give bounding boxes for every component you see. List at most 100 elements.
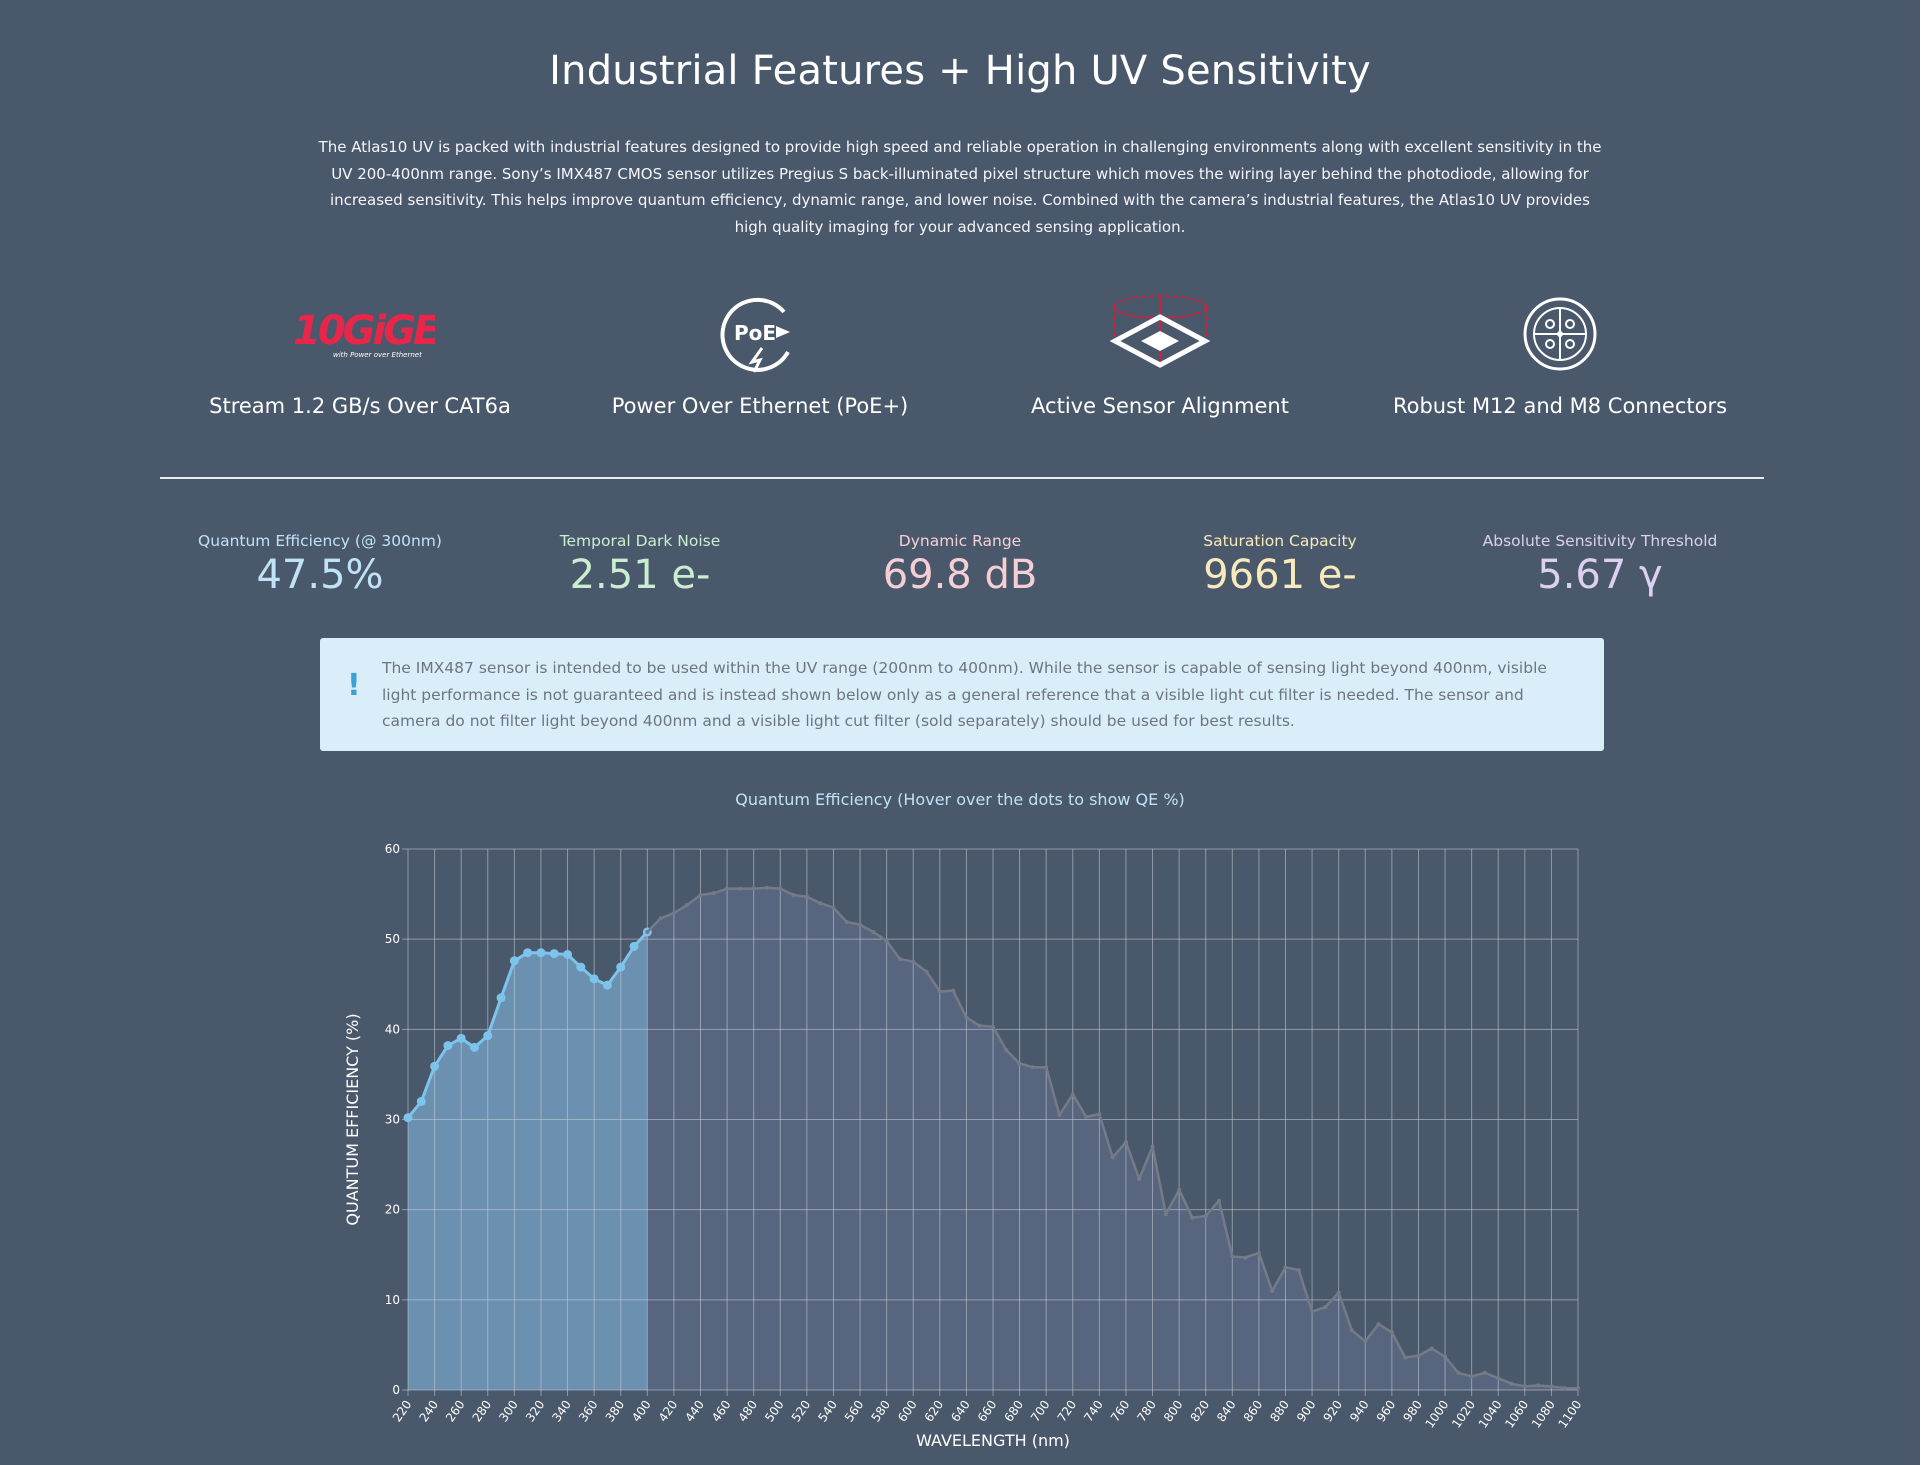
data-point[interactable] [818, 901, 823, 906]
data-point[interactable] [991, 1024, 995, 1029]
data-point[interactable] [698, 892, 703, 897]
data-point[interactable] [576, 962, 586, 972]
data-point[interactable] [1070, 1092, 1075, 1097]
data-point[interactable] [1044, 1065, 1049, 1070]
data-point[interactable] [1110, 1155, 1115, 1160]
data-point[interactable] [1137, 1177, 1142, 1182]
data-point[interactable] [778, 886, 783, 891]
data-point[interactable] [951, 988, 956, 993]
data-point[interactable] [1296, 1268, 1301, 1273]
data-point[interactable] [1123, 1140, 1128, 1145]
data-point[interactable] [764, 885, 769, 890]
x-tick-label: 580 [868, 1398, 893, 1425]
y-tick-label: 0 [392, 1383, 400, 1397]
data-point[interactable] [1004, 1048, 1009, 1053]
data-point[interactable] [1429, 1346, 1434, 1351]
data-point[interactable] [1349, 1328, 1354, 1333]
feature-sensor-alignment: Active Sensor Alignment [960, 288, 1360, 418]
data-point[interactable] [1256, 1250, 1261, 1255]
data-point[interactable] [443, 1041, 453, 1051]
data-point[interactable] [1030, 1065, 1035, 1070]
data-point[interactable] [897, 957, 902, 962]
data-point[interactable] [871, 929, 876, 934]
data-point[interactable] [589, 974, 599, 984]
data-point[interactable] [1363, 1339, 1368, 1344]
data-point[interactable] [977, 1023, 982, 1028]
x-tick-label: 880 [1267, 1398, 1292, 1425]
data-point[interactable] [1283, 1265, 1288, 1270]
data-point[interactable] [1496, 1376, 1501, 1381]
data-point[interactable] [1310, 1309, 1315, 1314]
data-point[interactable] [616, 962, 626, 972]
data-point[interactable] [1097, 1112, 1102, 1117]
data-point[interactable] [1536, 1383, 1541, 1388]
data-point[interactable] [1376, 1322, 1381, 1327]
data-point[interactable] [456, 1033, 466, 1043]
data-point[interactable] [1203, 1213, 1208, 1218]
data-point[interactable] [403, 1113, 413, 1123]
data-point[interactable] [1482, 1370, 1487, 1375]
data-point[interactable] [1084, 1114, 1089, 1119]
data-point[interactable] [1230, 1254, 1235, 1259]
data-point[interactable] [1243, 1255, 1248, 1260]
data-point[interactable] [685, 902, 690, 907]
section-divider [160, 477, 1764, 479]
data-point[interactable] [523, 948, 533, 958]
data-point[interactable] [858, 922, 863, 927]
data-point[interactable] [563, 949, 573, 959]
data-point[interactable] [1576, 1386, 1580, 1391]
data-point[interactable] [738, 886, 743, 891]
data-point[interactable] [1469, 1374, 1474, 1379]
data-point[interactable] [416, 1096, 426, 1106]
data-point[interactable] [1416, 1353, 1421, 1358]
data-point[interactable] [791, 892, 796, 897]
data-point[interactable] [1150, 1144, 1155, 1149]
data-point[interactable] [1509, 1381, 1514, 1386]
data-point[interactable] [1456, 1370, 1461, 1375]
data-point[interactable] [711, 891, 716, 896]
data-point[interactable] [671, 911, 676, 916]
data-point[interactable] [1323, 1305, 1328, 1310]
poe-icon: PoE [560, 288, 960, 380]
data-point[interactable] [536, 948, 546, 958]
data-point[interactable] [1217, 1198, 1222, 1203]
data-point[interactable] [658, 916, 663, 921]
data-point[interactable] [430, 1061, 440, 1071]
x-tick-label: 800 [1161, 1398, 1186, 1425]
data-point[interactable] [602, 980, 612, 990]
data-point[interactable] [483, 1031, 493, 1041]
data-point[interactable] [937, 989, 942, 994]
data-point[interactable] [1336, 1290, 1341, 1295]
data-point[interactable] [884, 938, 889, 943]
data-point[interactable] [549, 949, 559, 959]
data-point[interactable] [964, 1015, 969, 1020]
data-point[interactable] [496, 993, 506, 1003]
data-point[interactable] [1522, 1384, 1527, 1389]
intro-paragraph: The Atlas10 UV is packed with industrial… [318, 138, 1602, 236]
data-point[interactable] [1270, 1288, 1275, 1293]
data-point[interactable] [1389, 1330, 1394, 1335]
data-point[interactable] [469, 1042, 479, 1052]
data-point[interactable] [725, 886, 730, 891]
data-point[interactable] [1177, 1187, 1182, 1192]
data-point[interactable] [1443, 1354, 1448, 1359]
feature-label: Stream 1.2 GB/s Over CAT6a [209, 394, 511, 418]
data-point[interactable] [751, 886, 756, 891]
x-tick-label: 980 [1400, 1398, 1425, 1425]
data-point[interactable] [1163, 1212, 1168, 1217]
data-point[interactable] [509, 956, 519, 966]
data-point[interactable] [1549, 1384, 1554, 1389]
data-point[interactable] [1403, 1355, 1408, 1360]
data-point[interactable] [831, 905, 836, 910]
data-point[interactable] [911, 959, 916, 964]
data-point[interactable] [844, 920, 849, 925]
data-point[interactable] [645, 929, 650, 934]
data-point[interactable] [924, 969, 929, 974]
data-point[interactable] [1190, 1215, 1195, 1220]
stat-value: 5.67 γ [1537, 552, 1663, 598]
data-point[interactable] [1562, 1386, 1567, 1391]
data-point[interactable] [804, 894, 809, 899]
data-point[interactable] [629, 941, 639, 951]
data-point[interactable] [1057, 1112, 1062, 1117]
data-point[interactable] [1017, 1061, 1022, 1066]
